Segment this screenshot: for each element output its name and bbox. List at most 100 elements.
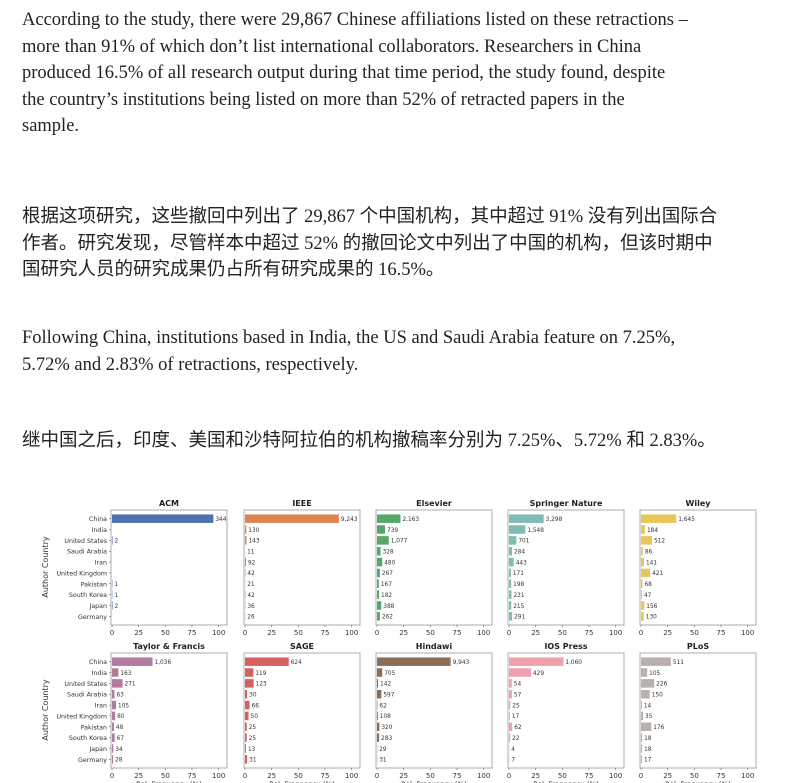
x-tick-label: 0 — [639, 772, 643, 780]
bar — [641, 536, 652, 545]
bar-value-label: 150 — [652, 693, 663, 699]
bar — [641, 657, 671, 666]
x-axis-label: Rel. Frequency (%) — [136, 781, 202, 783]
bar-value-label: 80 — [117, 714, 125, 720]
panel-title: ACM — [159, 499, 179, 508]
bar — [509, 514, 544, 523]
bar — [245, 689, 248, 699]
bar — [641, 568, 651, 578]
country-label: India — [92, 527, 108, 534]
bar-value-label: 62 — [379, 703, 387, 709]
bar-value-label: 47 — [644, 593, 652, 599]
bar-value-label: 17 — [512, 714, 520, 720]
bar — [641, 514, 677, 523]
bar — [509, 601, 512, 610]
x-tick-label: 75 — [717, 772, 726, 780]
bar-value-label: 130 — [646, 615, 657, 621]
x-tick-label: 50 — [426, 772, 435, 780]
bar-value-label: 7 — [511, 758, 515, 764]
country-label: South Korea — [69, 592, 107, 599]
bar — [377, 601, 382, 610]
bar-value-label: 42 — [247, 593, 255, 599]
bar-value-label: 11 — [247, 550, 255, 556]
bar — [509, 557, 514, 567]
x-tick-label: 75 — [585, 772, 594, 780]
x-tick-label: 75 — [321, 772, 330, 780]
bar-value-label: 9,943 — [453, 660, 470, 666]
bar-value-label: 1,036 — [155, 660, 172, 666]
bar-value-label: 3,298 — [546, 517, 563, 523]
x-tick-label: 0 — [243, 772, 247, 780]
country-label: United States — [64, 538, 107, 545]
bar — [377, 668, 383, 677]
bar-value-label: 226 — [656, 682, 667, 688]
bar — [245, 744, 246, 753]
bar-value-label: 30 — [249, 693, 257, 699]
x-tick-label: 0 — [507, 772, 511, 780]
bar-value-label: 176 — [653, 725, 664, 731]
text-line: Following China, institutions based in I… — [22, 328, 676, 348]
bar — [112, 657, 153, 666]
paragraph-2: 根据这项研究，这些撤回中列出了 29,867 个中国机构，其中超过 91% 没有… — [22, 204, 717, 284]
x-tick-label: 25 — [134, 772, 143, 780]
bar-value-label: 17 — [644, 758, 652, 764]
panel-title: IOS Press — [544, 642, 587, 651]
bar-value-label: 25 — [249, 736, 257, 742]
text-line: 5.72% and 2.83% of retractions, respecti… — [22, 354, 359, 375]
x-tick-label: 0 — [110, 629, 114, 637]
country-label: India — [92, 670, 108, 677]
x-tick-label: 0 — [375, 772, 379, 780]
bar — [641, 590, 642, 599]
bar — [112, 689, 115, 699]
x-tick-label: 0 — [507, 629, 511, 637]
bar-value-label: 22 — [512, 736, 520, 742]
bar — [112, 711, 116, 721]
bar — [245, 679, 254, 688]
x-tick-label: 25 — [531, 772, 540, 780]
panel-title: Taylor & Francis — [133, 642, 205, 651]
panel-title: SAGE — [290, 642, 314, 651]
bar — [641, 744, 643, 753]
bar — [509, 612, 513, 621]
bar — [509, 590, 512, 599]
country-label: Saudi Arabia — [67, 549, 107, 556]
country-label: United States — [64, 681, 107, 688]
country-label: Pakistan — [81, 724, 107, 731]
x-axis-label: Rel. Frequency (%) — [665, 781, 731, 783]
x-tick-label: 100 — [345, 629, 358, 637]
country-label: Germany — [78, 614, 107, 621]
bar-value-label: 1 — [114, 582, 118, 588]
bar — [245, 700, 250, 710]
bar-value-label: 267 — [382, 571, 393, 577]
bar — [245, 657, 289, 666]
bar — [509, 668, 531, 677]
x-tick-label: 25 — [267, 629, 276, 637]
x-tick-label: 75 — [717, 629, 726, 637]
bar — [641, 668, 648, 677]
bar-value-label: 4 — [511, 747, 515, 753]
text-line: more than 91% of which don’t list intern… — [22, 36, 642, 57]
x-tick-label: 50 — [690, 772, 699, 780]
panel-frame — [375, 652, 493, 769]
bar-value-label: 215 — [513, 604, 524, 610]
bar-value-label: 624 — [291, 660, 302, 666]
bar-value-label: 262 — [382, 615, 393, 621]
bar — [509, 657, 564, 666]
bar — [245, 733, 247, 742]
bar — [377, 679, 379, 688]
bar-value-label: 25 — [512, 703, 520, 709]
panel-frame — [639, 652, 757, 769]
bar — [377, 722, 380, 732]
bar — [112, 722, 114, 732]
bar — [377, 546, 381, 556]
bar — [509, 525, 526, 534]
x-axis-label: Rel. Frequency (%) — [533, 781, 599, 783]
country-label: South Korea — [69, 735, 107, 742]
bar — [509, 679, 512, 688]
x-tick-label: 75 — [188, 772, 197, 780]
bar-value-label: 512 — [654, 539, 665, 545]
bar-value-label: 2 — [115, 539, 119, 545]
country-label: Germany — [78, 757, 107, 764]
bar-value-label: 480 — [384, 560, 395, 566]
bar-value-label: 142 — [380, 682, 391, 688]
